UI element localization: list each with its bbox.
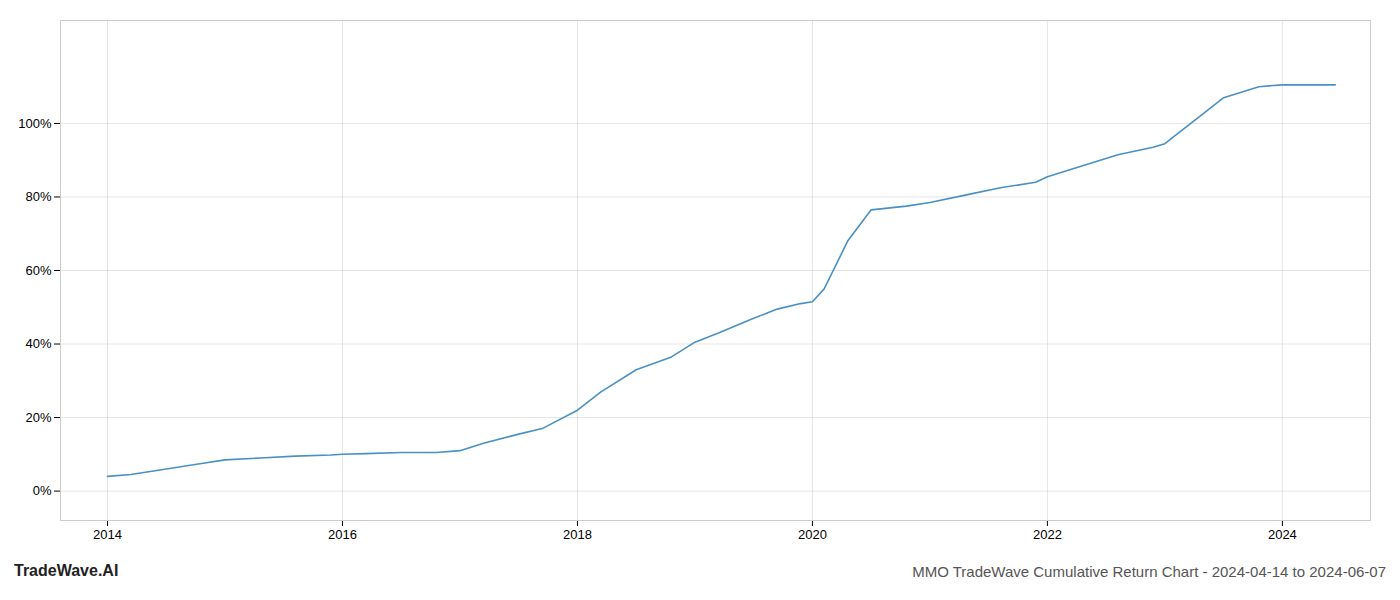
svg-text:60%: 60%	[25, 263, 51, 278]
svg-text:20%: 20%	[25, 410, 51, 425]
html-text:MMO TradeWave Cumulative Retur: MMO TradeWave Cumulative Return Chart - …	[912, 563, 1386, 580]
svg-text:2022: 2022	[1033, 527, 1062, 542]
svg-text:40%: 40%	[25, 336, 51, 351]
svg-text:2014: 2014	[93, 527, 122, 542]
svg-text:0%: 0%	[33, 483, 52, 498]
html-text:TradeWave.AI: TradeWave.AI	[14, 562, 119, 579]
svg-text:80%: 80%	[25, 189, 51, 204]
svg-text:2024: 2024	[1268, 527, 1297, 542]
svg-text:2016: 2016	[328, 527, 357, 542]
svg-text:2020: 2020	[798, 527, 827, 542]
svg-text:2018: 2018	[563, 527, 592, 542]
svg-text:100%: 100%	[18, 116, 52, 131]
